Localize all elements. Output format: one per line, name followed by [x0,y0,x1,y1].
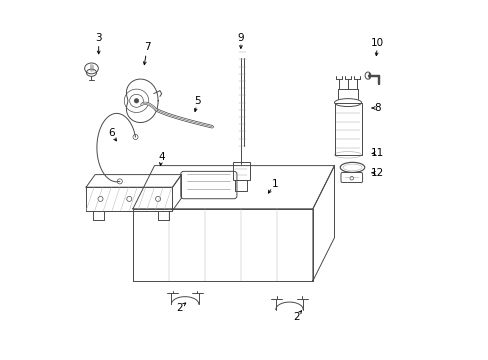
Text: 5: 5 [194,96,201,106]
Text: 3: 3 [95,33,102,43]
Circle shape [134,99,139,103]
Bar [234,180,247,191]
Text: 2: 2 [293,312,300,322]
Text: 8: 8 [374,103,380,113]
Text: 12: 12 [370,168,384,178]
Text: 7: 7 [143,42,150,52]
Text: 9: 9 [237,33,244,43]
Text: 4: 4 [158,152,164,162]
Text: 2: 2 [176,303,183,313]
Text: 1: 1 [271,179,278,189]
Text: 11: 11 [370,148,384,158]
Text: 6: 6 [108,128,114,138]
Text: 10: 10 [370,38,384,48]
Bar [232,162,250,180]
